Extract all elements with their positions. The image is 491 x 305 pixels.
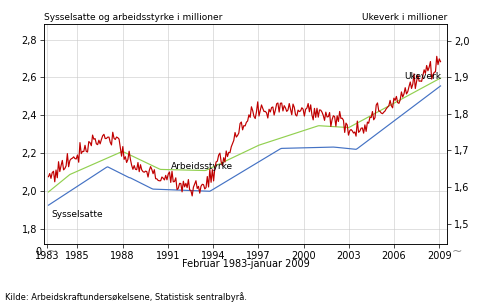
Text: Februar 1983-januar 2009: Februar 1983-januar 2009 xyxy=(182,259,309,269)
Text: Arbeidsstyrke: Arbeidsstyrke xyxy=(171,162,233,171)
Text: Sysselsatte og arbeidsstyrke i millioner: Sysselsatte og arbeidsstyrke i millioner xyxy=(44,13,222,22)
Text: Sysselsatte: Sysselsatte xyxy=(52,210,103,219)
Text: Ukeverk i millioner: Ukeverk i millioner xyxy=(361,13,447,22)
Text: 0: 0 xyxy=(36,247,42,257)
Text: Kilde: Arbeidskraftundersøkelsene, Statistisk sentralbyrå.: Kilde: Arbeidskraftundersøkelsene, Stati… xyxy=(5,292,247,302)
Text: Ukeverk: Ukeverk xyxy=(405,72,441,81)
Text: ~: ~ xyxy=(47,245,57,258)
Text: ~: ~ xyxy=(452,245,462,258)
